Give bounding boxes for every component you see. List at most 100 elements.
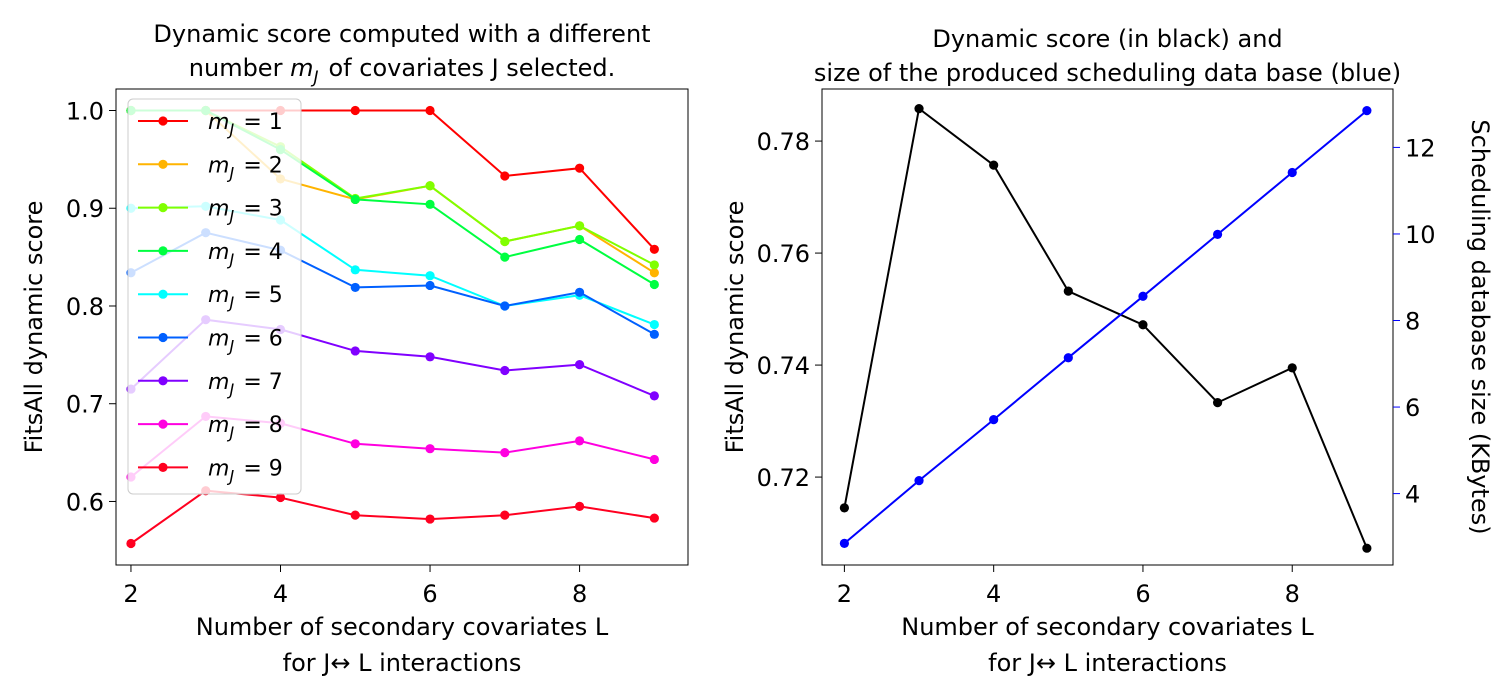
data-point <box>1063 286 1073 296</box>
chart-title-line: Dynamic score computed with a different <box>153 20 650 48</box>
data-point <box>350 439 360 449</box>
data-point <box>425 181 435 191</box>
series-line <box>130 489 655 545</box>
y-right-tick-label: 4 <box>1405 481 1420 509</box>
legend-marker <box>158 159 168 169</box>
legend-label: mJ = 4 <box>208 240 283 269</box>
x-tick-label: 4 <box>986 580 1001 608</box>
legend-marker <box>158 376 168 386</box>
chart-right: 2 4 6 8 0.72 0.74 0.76 0.78 4 6 8 10 12 Dynamic score… <box>721 25 1494 677</box>
data-point <box>839 538 849 548</box>
data-point <box>649 513 659 523</box>
data-point <box>126 538 136 549</box>
data-point <box>425 199 435 209</box>
series-line <box>843 106 1368 549</box>
x-tick-label: 8 <box>1285 580 1300 608</box>
legend: mJ = 1 mJ = 2 mJ = 3 mJ = 4 mJ = 5 mJ = 6 mJ =… <box>127 98 302 495</box>
data-point <box>1212 398 1223 408</box>
chart-title-line: number mJ of covariates J selected. <box>189 54 615 88</box>
data-point <box>649 268 659 278</box>
legend-marker <box>158 289 168 299</box>
legend-marker <box>158 332 168 343</box>
data-point <box>1138 291 1148 301</box>
data-point <box>425 352 435 362</box>
data-point <box>500 365 510 376</box>
x-tick-label: 4 <box>273 580 288 608</box>
data-point <box>649 279 659 290</box>
x-tick-label: 8 <box>572 580 587 608</box>
y-axis-label: FitsAll dynamic score <box>721 201 749 454</box>
x-tick-label: 6 <box>422 580 437 608</box>
legend-label: mJ = 5 <box>208 283 283 312</box>
x-axis-label: Number of secondary covariates L <box>196 613 609 641</box>
y-tick-label: 0.6 <box>66 488 104 516</box>
x-axis-label: for J↔ L interactions <box>988 649 1227 677</box>
chart-left: 2 4 6 8 0.6 0.7 0.8 0.9 1.0 Dynamic score compute… <box>20 20 689 677</box>
chart-title-line: Dynamic score (in black) and <box>932 25 1282 53</box>
y-tick-label: 1.0 <box>66 98 104 126</box>
series-line <box>843 109 1368 545</box>
data-point <box>649 454 659 465</box>
legend-label: mJ = 2 <box>208 153 283 182</box>
y-tick-label: 0.8 <box>66 293 104 321</box>
data-point <box>425 280 435 291</box>
data-point <box>350 282 360 293</box>
data-point <box>350 105 360 116</box>
x-axis-label: for J↔ L interactions <box>283 649 522 677</box>
x-tick-label: 2 <box>837 580 852 608</box>
data-point <box>425 444 435 454</box>
y-right-tick-label: 8 <box>1405 308 1420 336</box>
data-point <box>914 104 924 114</box>
data-point <box>574 287 585 297</box>
legend-label: mJ = 3 <box>208 197 283 226</box>
data-point <box>500 301 510 311</box>
legend-label: mJ = 9 <box>208 456 283 485</box>
data-point <box>989 415 999 425</box>
legend-marker <box>158 462 168 472</box>
x-tick-label: 6 <box>1135 580 1150 608</box>
data-point <box>350 346 360 356</box>
data-point <box>275 492 286 503</box>
y-tick-label: 0.78 <box>757 128 810 156</box>
data-point <box>500 447 510 458</box>
data-point <box>1287 363 1297 373</box>
data-point <box>425 105 435 116</box>
data-point <box>574 360 585 370</box>
plot-frame <box>821 88 1394 566</box>
y-tick-label: 0.74 <box>757 352 810 380</box>
data-point <box>425 271 435 281</box>
y-right-axis-label: Scheduling database size (KBytes) <box>1466 119 1494 534</box>
legend-marker <box>158 203 168 213</box>
legend-label: mJ = 7 <box>208 370 283 399</box>
data-point <box>500 510 510 520</box>
data-point <box>649 391 659 401</box>
legend-label: mJ = 8 <box>208 413 283 442</box>
data-point <box>574 436 585 446</box>
data-point <box>649 319 659 330</box>
data-point <box>500 252 510 262</box>
chart-title-line: size of the produced scheduling data bas… <box>814 59 1401 87</box>
data-point <box>1212 229 1223 239</box>
data-point <box>914 476 924 486</box>
data-point <box>1287 167 1297 178</box>
data-point <box>350 194 360 205</box>
legend-frame <box>127 98 302 495</box>
data-point <box>425 514 435 524</box>
data-point <box>574 221 585 231</box>
data-point <box>1138 320 1148 330</box>
data-point <box>350 265 360 275</box>
legend-label: mJ = 1 <box>208 110 283 139</box>
legend-marker <box>158 116 168 126</box>
legend-marker <box>158 419 168 429</box>
data-point <box>574 501 585 511</box>
y-right-tick-label: 12 <box>1405 134 1436 162</box>
data-point <box>649 260 659 270</box>
y-tick-label: 0.76 <box>757 240 810 268</box>
y-right-tick-label: 6 <box>1405 394 1420 422</box>
data-point <box>989 160 999 170</box>
plot-frame <box>115 88 689 566</box>
data-point <box>574 163 585 173</box>
data-point <box>350 510 360 520</box>
data-point <box>500 236 510 247</box>
